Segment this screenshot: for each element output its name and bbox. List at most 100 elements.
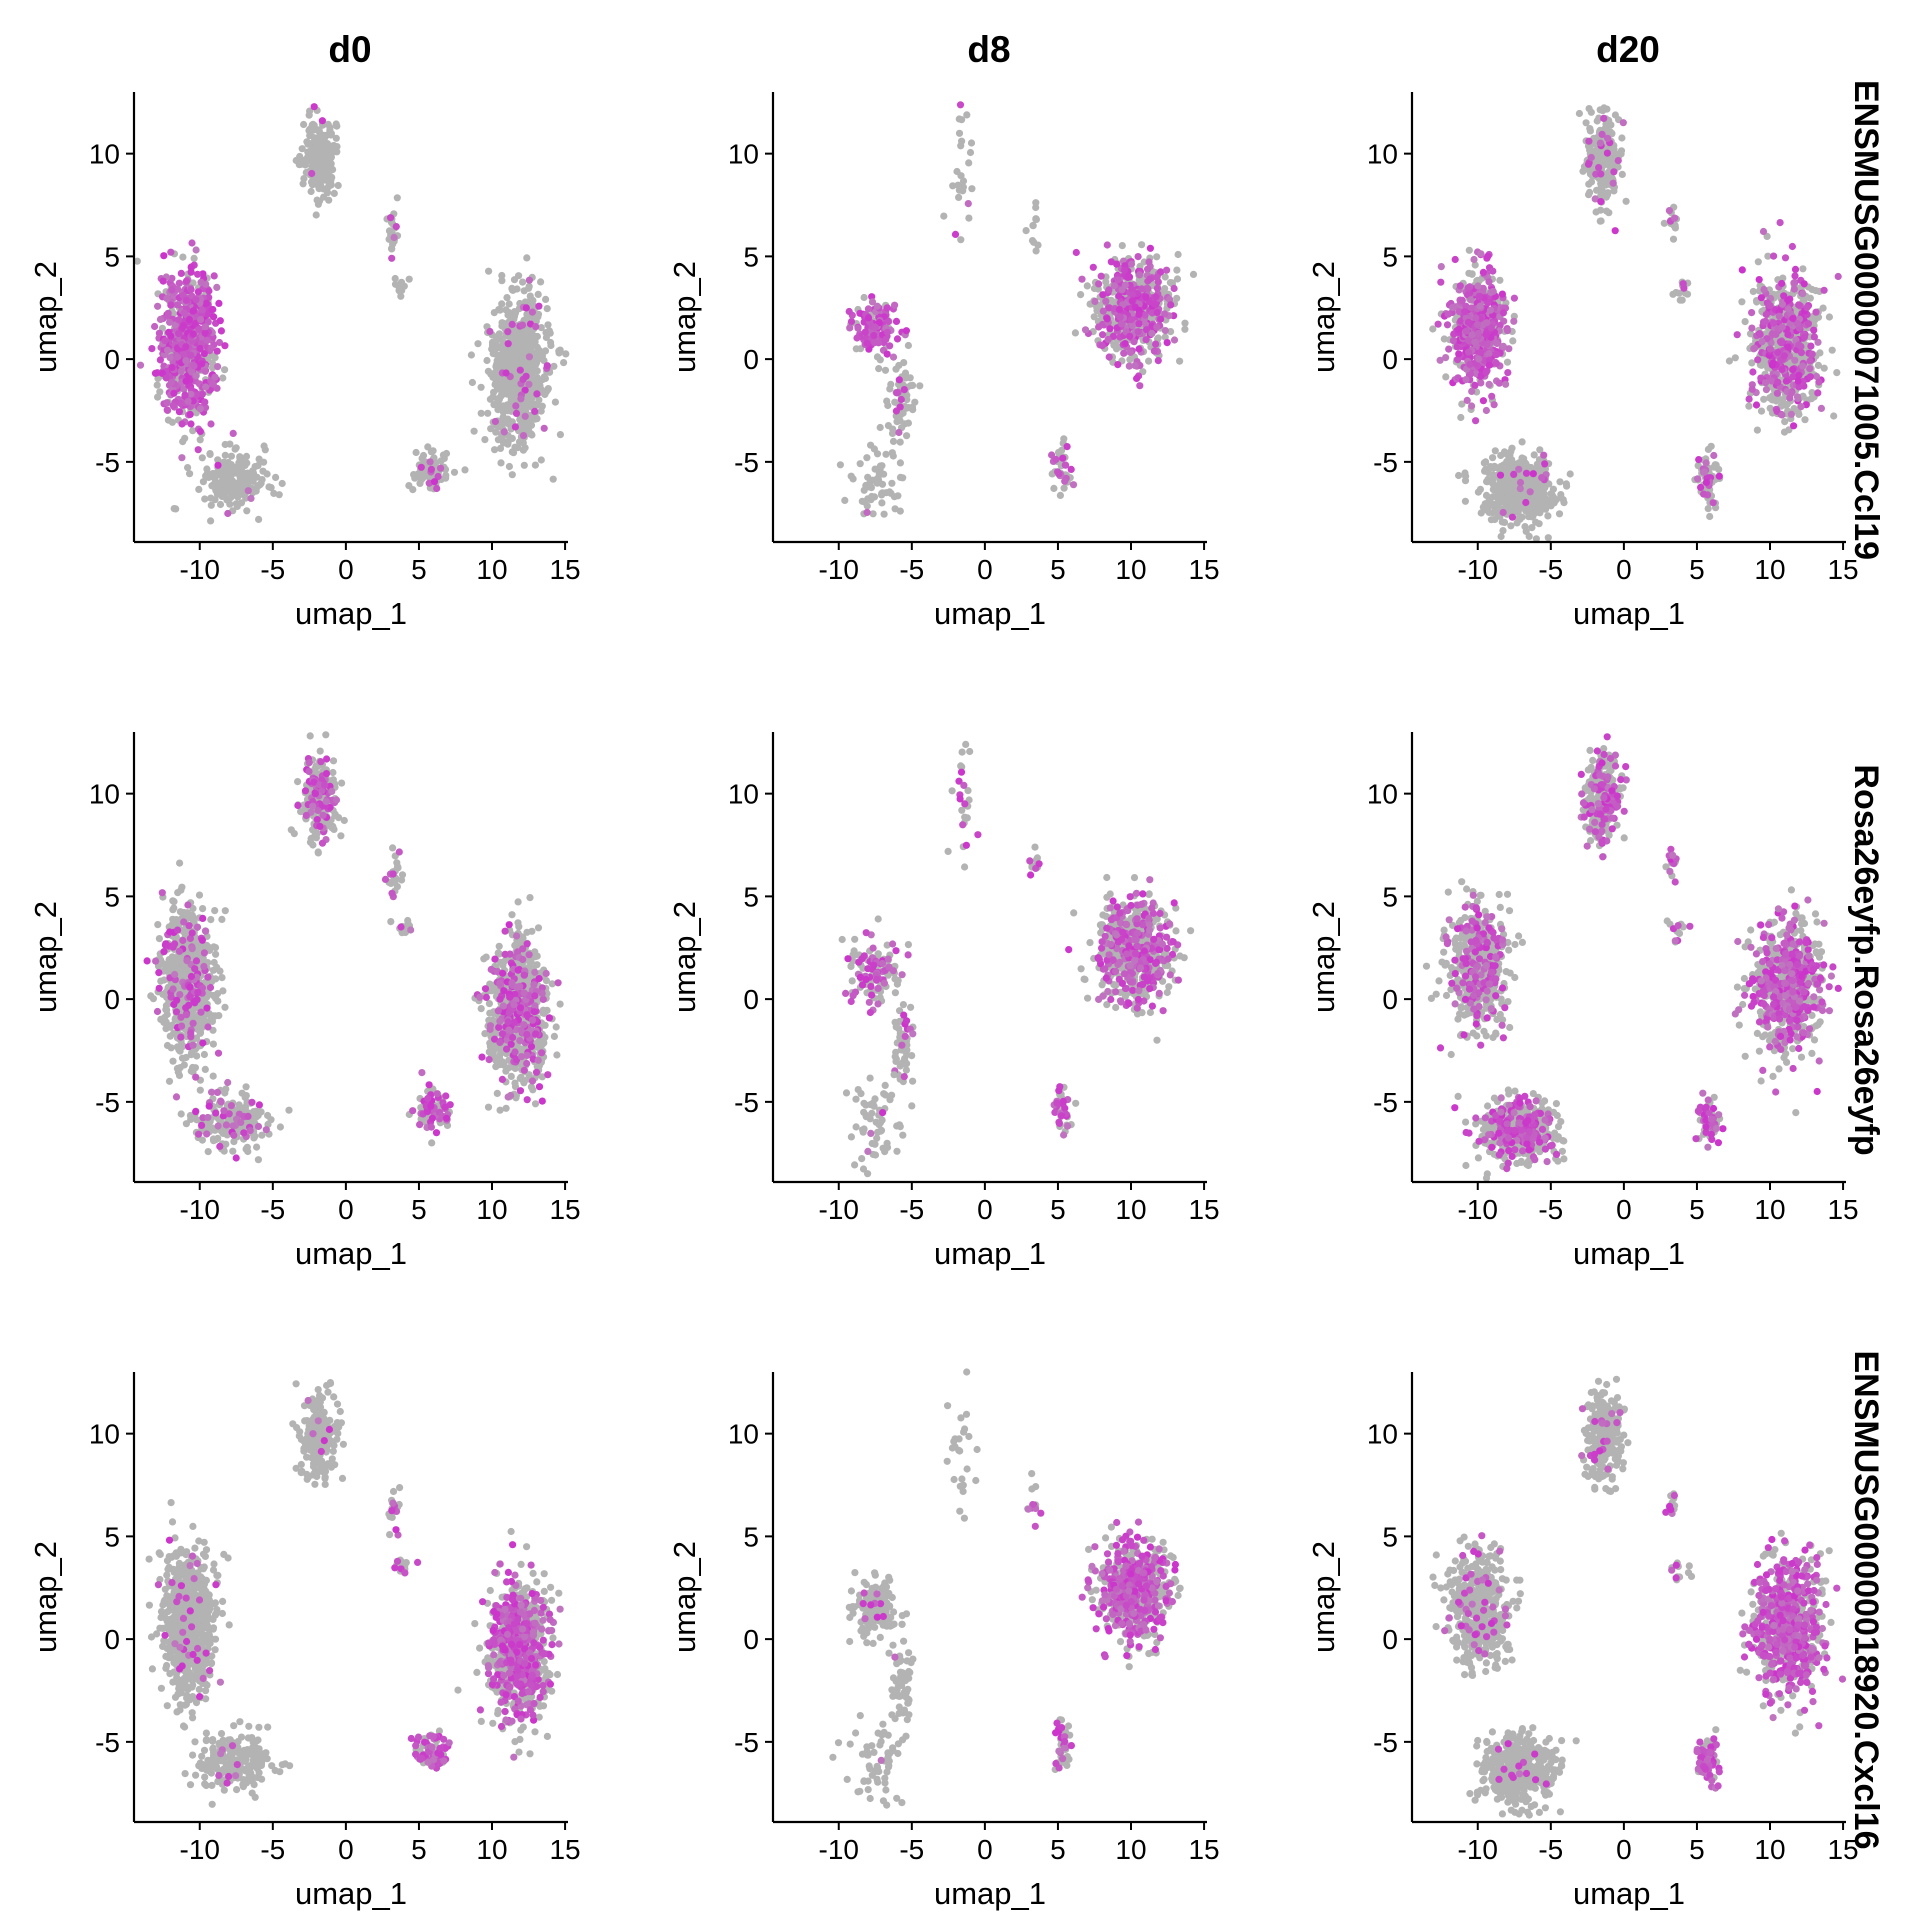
cell-point (201, 398, 209, 406)
cell-point (330, 189, 338, 197)
cell-point (1582, 119, 1590, 127)
cell-point (1176, 357, 1184, 365)
cell-point (1516, 478, 1525, 487)
cell-point (156, 356, 164, 364)
cell-point (1152, 293, 1160, 301)
cell-point (263, 470, 271, 478)
cell-point (312, 211, 320, 219)
cell-point (175, 330, 183, 338)
cell-point (178, 454, 186, 462)
column-title-d8: d8 (967, 29, 1010, 70)
cell-point (1538, 474, 1546, 482)
cell-point (1804, 320, 1812, 328)
cell-point (1556, 478, 1564, 486)
cell-point (1515, 465, 1523, 473)
cell-point (1472, 417, 1480, 425)
cell-point (1113, 260, 1121, 268)
cell-point (1749, 287, 1757, 296)
cell-point (433, 484, 441, 493)
x-tick-label: 10 (476, 554, 507, 585)
cell-point (1467, 304, 1475, 312)
cell-point (1034, 241, 1042, 249)
cell-point (1067, 465, 1075, 473)
cell-point (185, 315, 193, 324)
cell-point (1455, 325, 1463, 333)
cell-point (1540, 451, 1548, 459)
cell-point (1510, 317, 1518, 325)
cell-point (1145, 258, 1153, 266)
cell-point (1170, 336, 1179, 344)
cell-point (1174, 250, 1182, 259)
cell-point (207, 420, 215, 428)
cell-point (1585, 191, 1593, 199)
cell-point (167, 332, 175, 340)
cell-point (388, 254, 396, 262)
cell-point (1513, 519, 1521, 527)
cell-point (175, 316, 183, 324)
cell-point (1830, 412, 1838, 420)
cell-point (845, 307, 853, 316)
cell-point (209, 380, 217, 388)
cell-point (560, 359, 568, 367)
cell-point (306, 156, 314, 164)
cell-point (520, 347, 528, 355)
cell-point (891, 301, 899, 309)
cell-point (871, 323, 879, 331)
cell-point (899, 474, 907, 482)
cell-point (1531, 499, 1539, 508)
cell-point (1455, 350, 1463, 358)
cell-point (853, 334, 861, 342)
cell-point (211, 373, 219, 381)
cell-point (1498, 290, 1506, 298)
cell-point (858, 497, 866, 505)
x-tick-label: 15 (1188, 554, 1219, 585)
cell-point (1702, 478, 1710, 487)
cell-point (1600, 114, 1608, 122)
row-title-ccl19: ENSMUSG00000071005.Ccl19 (1847, 80, 1885, 560)
cell-point (1090, 313, 1098, 321)
cell-point (875, 365, 883, 373)
cell-point (325, 183, 333, 191)
cell-point (543, 305, 551, 313)
cell-point (184, 464, 192, 472)
cell-point (940, 212, 948, 220)
cell-point (491, 417, 499, 426)
cell-point (895, 376, 903, 384)
cell-point (187, 420, 195, 428)
cell-point (882, 450, 890, 458)
cell-point (852, 345, 860, 353)
cell-point (391, 274, 399, 283)
cell-point (255, 515, 263, 524)
y-tick-label: 5 (104, 241, 120, 272)
x-tick-label: 5 (411, 554, 427, 585)
cell-point (547, 341, 555, 350)
cell-point (1706, 512, 1714, 521)
cell-point (951, 230, 960, 238)
cell-point (1152, 340, 1160, 348)
cell-point (883, 350, 891, 358)
cell-point (1528, 478, 1536, 486)
cell-point (187, 286, 195, 294)
cell-point (175, 279, 183, 287)
cell-point (201, 329, 209, 337)
cell-point (470, 427, 478, 435)
cell-point (1776, 219, 1784, 227)
cell-point (903, 432, 911, 440)
cell-point (190, 254, 198, 262)
cell-point (214, 363, 222, 371)
cell-point (1611, 227, 1619, 235)
cell-point (1118, 242, 1126, 250)
cell-point (215, 299, 223, 307)
cell-point (1506, 451, 1514, 459)
cell-point (1544, 512, 1552, 520)
cell-point (306, 107, 314, 115)
cell-point (876, 462, 885, 470)
cell-point (332, 134, 340, 142)
cell-point (1546, 496, 1554, 504)
cell-point (525, 282, 533, 290)
cell-point (214, 461, 222, 469)
cell-point (1134, 253, 1142, 261)
cell-point (1596, 139, 1604, 147)
cell-point (325, 154, 333, 162)
cell-point (1467, 296, 1475, 304)
